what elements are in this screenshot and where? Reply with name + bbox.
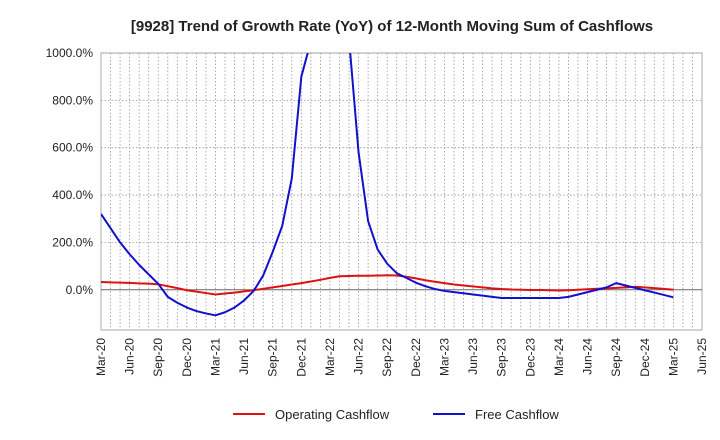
x-tick-label: Jun-24 [581, 338, 595, 375]
x-axis-tick-labels: Mar-20 Jun-20 Sep-20 Dec-20 Mar-21 Jun-21 Sep-… [94, 338, 709, 377]
x-tick-label: Mar-20 [94, 338, 108, 376]
y-tick-label: 600.0% [52, 141, 93, 155]
x-tick-label: Sep-21 [266, 338, 280, 377]
legend: Operating Cashflow Free Cashflow [233, 407, 559, 422]
x-tick-label: Mar-24 [552, 338, 566, 376]
x-tick-label: Sep-20 [151, 338, 165, 377]
x-tick-label: Jun-22 [352, 338, 366, 375]
x-tick-label: Sep-22 [380, 338, 394, 377]
x-tick-label: Jun-23 [466, 338, 480, 375]
x-tick-label: Mar-25 [666, 338, 680, 376]
legend-label: Operating Cashflow [275, 407, 390, 422]
x-tick-label: Mar-21 [208, 338, 222, 376]
series-line-operating-cashflow [101, 274, 674, 296]
chart-title: [9928] Trend of Growth Rate (YoY) of 12-… [131, 18, 653, 35]
x-tick-label: Dec-24 [638, 338, 652, 377]
x-tick-label: Dec-21 [294, 338, 308, 377]
series-line-free-cashflow [101, 53, 674, 317]
x-tick-label: Dec-22 [409, 338, 423, 377]
y-tick-label: 800.0% [52, 93, 93, 107]
y-tick-label: 400.0% [52, 188, 93, 202]
y-tick-label: 200.0% [52, 235, 93, 249]
y-axis-tick-labels: 0.0% 200.0% 400.0% 600.0% 800.0% 1000.0% [46, 46, 94, 297]
x-tick-label: Jun-25 [695, 338, 709, 375]
x-tick-label: Jun-21 [237, 338, 251, 375]
x-tick-label: Sep-24 [609, 338, 623, 377]
y-tick-label: 0.0% [66, 283, 94, 297]
x-tick-label: Jun-20 [123, 338, 137, 375]
x-tick-label: Dec-20 [180, 338, 194, 377]
x-tick-label: Mar-23 [437, 338, 451, 376]
legend-label: Free Cashflow [475, 407, 559, 422]
y-tick-label: 1000.0% [46, 46, 94, 60]
x-tick-label: Mar-22 [323, 338, 337, 376]
plot-area [100, 52, 703, 331]
series-lines [101, 53, 674, 317]
x-tick-label: Sep-23 [495, 338, 509, 377]
grid-lines [101, 52, 702, 330]
x-tick-label: Dec-23 [523, 338, 537, 377]
